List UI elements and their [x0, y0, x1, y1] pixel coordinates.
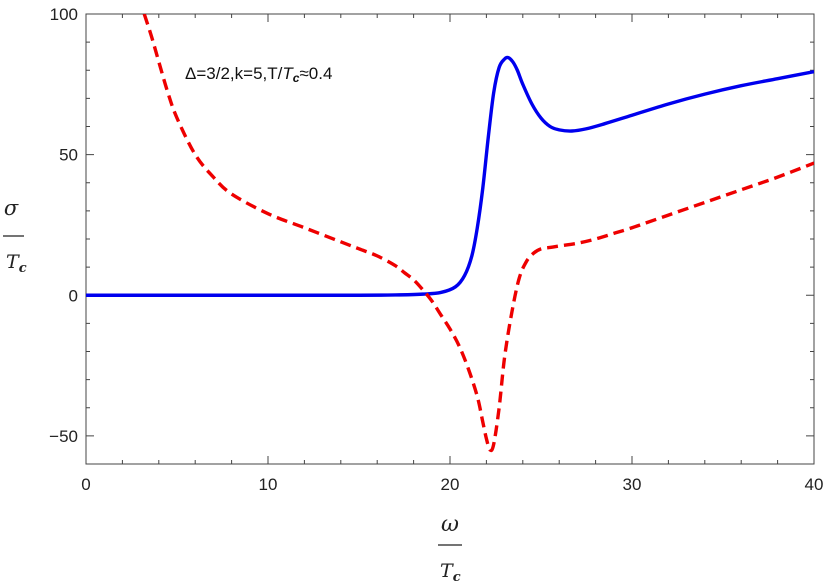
y-axis-label: σ Tc [3, 196, 27, 276]
annotation-suffix: ≈0.4 [299, 64, 332, 83]
tick-labels: 0 10 20 30 40 −50 0 50 100 [49, 5, 823, 494]
y-tick-label: −50 [49, 427, 78, 446]
y-tick-label: 0 [69, 286, 78, 305]
annotation-T: T [282, 64, 294, 83]
x-tick-label: 40 [805, 475, 824, 494]
x-tick-label: 0 [81, 475, 90, 494]
x-tick-label: 20 [441, 475, 460, 494]
series-layer [86, 14, 814, 453]
series-line-solid-blue [86, 55, 814, 297]
xlabel-denominator: Tc [440, 560, 461, 585]
ylabel-denominator: Tc [6, 251, 27, 276]
x-tick-label: 10 [259, 475, 278, 494]
ylabel-symbol: σ [4, 196, 19, 220]
x-tick-label: 30 [623, 475, 642, 494]
chart-annotation: Δ=3/2,k=5,T/Tc≈0.4 [185, 64, 332, 85]
y-tick-label: 100 [50, 5, 78, 24]
xlabel-symbol: ω [441, 512, 459, 537]
x-axis-label: ω Tc [438, 512, 462, 585]
annotation-T-sub: c [293, 71, 300, 85]
ticks [85, 13, 815, 465]
annotation-prefix: Δ=3/2,k=5,T/ [185, 64, 283, 83]
series-line-dashed-red [142, 14, 814, 453]
y-tick-label: 50 [59, 146, 78, 165]
